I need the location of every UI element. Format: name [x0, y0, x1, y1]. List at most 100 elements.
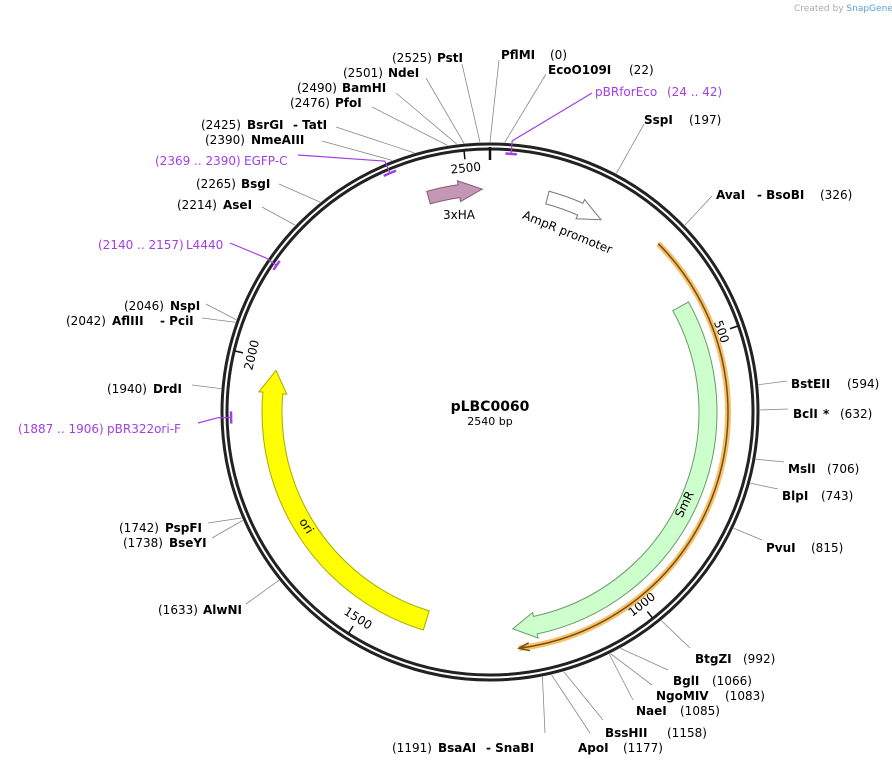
enzyme-site-sspi[interactable]: (197) SspI — [644, 113, 721, 127]
enzyme-site-ndei[interactable]: (2501) NdeI — [343, 66, 419, 80]
enzyme-name[interactable]: AvaI — [716, 188, 745, 202]
plasmid-length: 2540 bp — [467, 415, 512, 428]
enzyme-name[interactable]: BstEII — [791, 377, 830, 391]
primer-pbr322ori-f[interactable]: (1887 .. 1906) pBR322ori-F — [18, 422, 181, 436]
enzyme-name[interactable]: BseYI — [169, 536, 207, 550]
enzyme-site-pfoi[interactable]: (2476) PfoI — [290, 96, 362, 110]
enzyme-leader-line — [261, 206, 296, 226]
orange-feature-arc[interactable] — [518, 243, 729, 649]
enzyme-name[interactable]: BsgI — [241, 177, 270, 191]
enzyme-site-pspfi[interactable]: (1742) PspFI — [119, 521, 202, 535]
enzyme-site-bcli[interactable]: (632) BclI * — [793, 407, 872, 421]
enzyme-site-nmeaiii[interactable]: (2390) NmeAIII — [205, 133, 304, 147]
enzyme-leader-line — [211, 520, 243, 539]
enzyme-name[interactable]: BglI — [673, 674, 699, 688]
enzyme-site-bsaai[interactable]: (1191) BsaAI - SnaBI — [392, 741, 534, 755]
enzyme-site-psti[interactable]: (2525) PstI — [392, 51, 463, 65]
enzyme-leader-line — [191, 384, 222, 390]
enzyme-site-bsteii[interactable]: (594) BstEII — [791, 377, 879, 391]
primer-pbrforeco[interactable]: (24 .. 42) pBRforEco — [595, 85, 722, 99]
tick-mark — [646, 610, 653, 619]
feature-arrow-smr[interactable] — [511, 301, 718, 639]
enzyme-site-alwni[interactable]: (1633) AlwNI — [158, 603, 242, 617]
enzyme-site-bsrgi[interactable]: (2425) BsrGI - TatI — [201, 118, 327, 132]
enzyme-name[interactable]: DrdI — [153, 382, 182, 396]
primer-name[interactable]: L4440 — [186, 238, 223, 252]
enzyme-leader-line — [620, 647, 669, 671]
enzyme-site-ngomiv[interactable]: (1083) NgoMIV — [656, 689, 765, 703]
enzyme-site-msli[interactable]: (706) MslI — [788, 462, 859, 476]
feature-arrow-3xha[interactable] — [426, 180, 484, 205]
enzyme-name[interactable]: PspFI — [165, 521, 202, 535]
enzyme-site-naei[interactable]: (1085) NaeI — [636, 704, 720, 718]
enzyme-name[interactable]: AflIII — [112, 314, 144, 328]
enzyme-position: (0) — [550, 48, 567, 62]
enzyme-name[interactable]: AseI — [223, 198, 252, 212]
enzyme-name[interactable]: NmeAIII — [251, 133, 304, 147]
enzyme-position: (2525) — [392, 51, 432, 65]
enzyme-name[interactable]: NspI — [170, 299, 200, 313]
primer-name[interactable]: EGFP-C — [244, 154, 287, 168]
enzyme-name[interactable]: BamHI — [342, 81, 386, 95]
enzyme-name[interactable]: PvuI — [766, 541, 796, 555]
enzyme-name[interactable]: EcoO109I — [548, 63, 611, 77]
feature-label: AmpR promoter — [521, 208, 615, 257]
enzyme-position: (2390) — [205, 133, 245, 147]
primer-egfp-c[interactable]: (2369 .. 2390) EGFP-C — [155, 154, 287, 168]
enzyme-name[interactable]: PstI — [437, 51, 463, 65]
primer-name[interactable]: pBR322ori-F — [107, 422, 181, 436]
enzyme-site-blpi[interactable]: (743) BlpI — [782, 489, 853, 503]
enzyme-name[interactable]: AlwNI — [203, 603, 242, 617]
tick-mark — [463, 151, 466, 160]
enzyme-position: (2042) — [66, 314, 106, 328]
enzyme-name[interactable]: BssHII — [605, 726, 647, 740]
enzyme-name-extra: - PciI — [160, 314, 194, 328]
enzyme-name[interactable]: BclI — [793, 407, 818, 421]
enzyme-site-bsgi[interactable]: (2265) BsgI — [196, 177, 270, 191]
enzyme-name[interactable]: MslI — [788, 462, 816, 476]
enzyme-site-nspi[interactable]: (2046) NspI — [124, 299, 200, 313]
enzyme-name-extra: - BsoBI — [757, 188, 804, 202]
plasmid-name: pLBC0060 — [451, 399, 530, 415]
enzyme-site-btgzi[interactable]: (992) BtgZI — [695, 652, 775, 666]
enzyme-name[interactable]: PflMI — [501, 48, 535, 62]
enzyme-site-bseyi[interactable]: (1738) BseYI — [123, 536, 207, 550]
enzyme-name[interactable]: BsaAI — [438, 741, 476, 755]
feature-arrow-ampr-promoter[interactable] — [545, 190, 603, 221]
enzyme-position: (1633) — [158, 603, 198, 617]
enzyme-site-bsshii[interactable]: (1158) BssHII — [605, 726, 707, 740]
feature-arrow-ori[interactable] — [257, 369, 430, 631]
enzyme-leader-line — [661, 620, 691, 649]
enzyme-leader-line — [750, 482, 779, 490]
enzyme-name[interactable]: BtgZI — [695, 652, 732, 666]
enzyme-site-bamhi[interactable]: (2490) BamHI — [297, 81, 386, 95]
enzyme-site-apoi[interactable]: (1177) ApoI — [578, 741, 663, 755]
enzyme-site-pflmi[interactable]: (0) PflMI — [501, 48, 567, 62]
primer-name[interactable]: pBRforEco — [595, 85, 657, 99]
enzyme-site-afliii[interactable]: (2042) AflIII - PciI — [66, 314, 194, 328]
enzyme-name[interactable]: SspI — [644, 113, 673, 127]
enzyme-position: (2214) — [177, 198, 217, 212]
enzyme-name[interactable]: BlpI — [782, 489, 808, 503]
enzyme-name[interactable]: NaeI — [636, 704, 667, 718]
enzyme-site-pvui[interactable]: (815) PvuI — [766, 541, 843, 555]
enzyme-position: (1066) — [712, 674, 752, 688]
enzyme-site-asei[interactable]: (2214) AseI — [177, 198, 252, 212]
enzyme-name[interactable]: PfoI — [335, 96, 362, 110]
watermark: Created by SnapGene — [794, 4, 892, 14]
enzyme-leader-line — [321, 140, 393, 161]
enzyme-name[interactable]: NdeI — [388, 66, 419, 80]
enzyme-site-avai[interactable]: (326) AvaI - BsoBI — [716, 188, 852, 202]
enzyme-leader-line — [207, 517, 242, 524]
enzyme-name[interactable]: NgoMIV — [656, 689, 709, 703]
enzyme-leader-line — [616, 123, 645, 174]
enzyme-name[interactable]: ApoI — [578, 741, 609, 755]
enzyme-leader-line — [205, 303, 237, 321]
enzyme-site-ecoo109i[interactable]: (22) EcoO109I — [548, 63, 654, 77]
enzyme-position: (1177) — [623, 741, 663, 755]
primer-l4440[interactable]: (2140 .. 2157) L4440 — [98, 238, 223, 252]
enzyme-position: (1742) — [119, 521, 159, 535]
enzyme-name[interactable]: BsrGI — [247, 118, 284, 132]
enzyme-site-bgli[interactable]: (1066) BglI — [673, 674, 752, 688]
enzyme-site-drdi[interactable]: (1940) DrdI — [107, 382, 182, 396]
